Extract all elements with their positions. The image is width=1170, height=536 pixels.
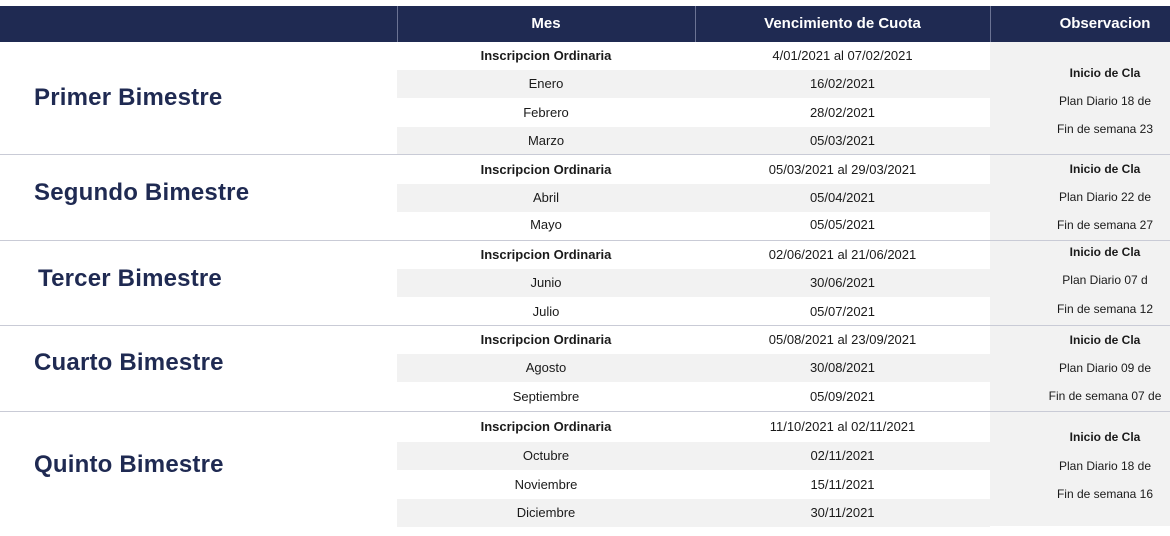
bimestre-title: Segundo Bimestre (34, 179, 250, 206)
vencimiento-cell: 05/03/2021 (809, 133, 876, 148)
mes-cell: Julio (532, 304, 560, 319)
vencimiento-cell: 05/09/2021 (809, 389, 876, 404)
table-row: Noviembre 15/11/2021 (397, 471, 990, 499)
vencimiento-cell: 02/06/2021 al 21/06/2021 (768, 247, 917, 262)
table-row: Septiembre 05/09/2021 (397, 383, 990, 411)
mes-cell: Noviembre (514, 477, 578, 492)
vencimiento-cell: 05/08/2021 al 23/09/2021 (768, 332, 917, 347)
table-row: Abril 05/04/2021 (397, 184, 990, 212)
mes-cell: Inscripcion Ordinaria (480, 332, 612, 347)
table-row: Octubre 02/11/2021 (397, 442, 990, 470)
mes-cell: Septiembre (512, 389, 580, 404)
observacion-text: Plan Diario 18 de (1058, 94, 1152, 108)
table-row: Marzo 05/03/2021 (397, 127, 990, 155)
observacion-text: Inicio de Cla (1069, 162, 1141, 176)
observacion-text: Plan Diario 18 de (1058, 459, 1152, 473)
table-header: Mes Vencimiento de Cuota Observacion (0, 6, 1170, 42)
group-divider (0, 154, 1170, 155)
table-row: Enero 16/02/2021 (397, 70, 990, 98)
table-row: Diciembre 30/11/2021 (397, 499, 990, 527)
observacion-text: Fin de semana 27 (1056, 218, 1154, 232)
mes-cell: Inscripcion Ordinaria (480, 419, 612, 434)
mes-cell: Febrero (523, 105, 569, 120)
mes-cell: Junio (530, 275, 562, 290)
observacion-text: Inicio de Cla (1069, 66, 1141, 80)
bimestre-title: Cuarto Bimestre (34, 349, 224, 376)
group-divider (0, 325, 1170, 326)
header-separator (695, 6, 696, 42)
mes-cell: Octubre (522, 448, 570, 463)
vencimiento-cell: 05/07/2021 (809, 304, 876, 319)
mes-cell: Marzo (527, 133, 565, 148)
mes-cell: Agosto (525, 360, 567, 375)
observaciones-cell (990, 412, 1170, 526)
observaciones-cell (990, 42, 1170, 154)
mes-cell: Inscripcion Ordinaria (480, 48, 612, 63)
observacion-text: Plan Diario 07 d (1062, 273, 1148, 287)
table-row: Agosto 30/08/2021 (397, 354, 990, 382)
observacion-text: Inicio de Cla (1069, 430, 1141, 444)
table-row: Junio 30/06/2021 (397, 269, 990, 297)
header-separator (990, 6, 991, 42)
observacion-text: Inicio de Cla (1069, 333, 1141, 347)
observaciones-cell (990, 155, 1170, 240)
vencimiento-cell: 30/11/2021 (810, 505, 875, 520)
table-row: Inscripcion Ordinaria 05/03/2021 al 29/0… (397, 156, 990, 184)
table-row: Julio 05/07/2021 (397, 298, 990, 326)
bimestre-title: Primer Bimestre (34, 84, 223, 111)
vencimiento-cell: 02/11/2021 (810, 448, 875, 463)
mes-cell: Inscripcion Ordinaria (480, 162, 612, 177)
observacion-text: Plan Diario 09 de (1058, 361, 1152, 375)
vencimiento-cell: 05/05/2021 (809, 217, 876, 232)
bimestre-title: Tercer Bimestre (38, 265, 222, 292)
header-observaciones: Observacion (1059, 15, 1151, 32)
table-row: Inscripcion Ordinaria 4/01/2021 al 07/02… (397, 42, 990, 70)
table-row: Inscripcion Ordinaria 05/08/2021 al 23/0… (397, 326, 990, 354)
vencimiento-cell: 30/06/2021 (809, 275, 876, 290)
table-row: Mayo 05/05/2021 (397, 211, 990, 239)
group-divider (0, 240, 1170, 241)
mes-cell: Inscripcion Ordinaria (480, 247, 612, 262)
observacion-text: Inicio de Cla (1069, 245, 1141, 259)
vencimiento-cell: 15/11/2021 (810, 477, 875, 492)
header-vencimiento: Vencimiento de Cuota (764, 15, 921, 32)
vencimiento-cell: 11/10/2021 al 02/11/2021 (769, 419, 916, 434)
observacion-text: Fin de semana 23 (1056, 122, 1154, 136)
vencimiento-cell: 30/08/2021 (809, 360, 876, 375)
bimestre-title: Quinto Bimestre (34, 451, 224, 478)
header-separator (397, 6, 398, 42)
observaciones-cell (990, 326, 1170, 411)
vencimiento-cell: 28/02/2021 (809, 105, 876, 120)
header-mes: Mes (531, 15, 561, 32)
observacion-text: Fin de semana 12 (1056, 302, 1154, 316)
vencimiento-cell: 16/02/2021 (809, 76, 876, 91)
observacion-text: Fin de semana 16 (1056, 487, 1154, 501)
mes-cell: Mayo (530, 217, 562, 232)
table-row: Inscripcion Ordinaria 02/06/2021 al 21/0… (397, 241, 990, 269)
mes-cell: Diciembre (516, 505, 576, 520)
mes-cell: Abril (532, 190, 559, 205)
vencimiento-cell: 4/01/2021 al 07/02/2021 (772, 48, 913, 63)
table-row: Inscripcion Ordinaria 11/10/2021 al 02/1… (397, 413, 990, 441)
vencimiento-cell: 05/04/2021 (809, 190, 876, 205)
table-row: Febrero 28/02/2021 (397, 99, 990, 127)
group-divider (0, 411, 1170, 412)
mes-cell: Enero (528, 76, 564, 91)
observacion-text: Plan Diario 22 de (1058, 190, 1152, 204)
observaciones-cell (990, 241, 1170, 325)
vencimiento-cell: 05/03/2021 al 29/03/2021 (768, 162, 917, 177)
observacion-text: Fin de semana 07 de (1048, 389, 1162, 403)
